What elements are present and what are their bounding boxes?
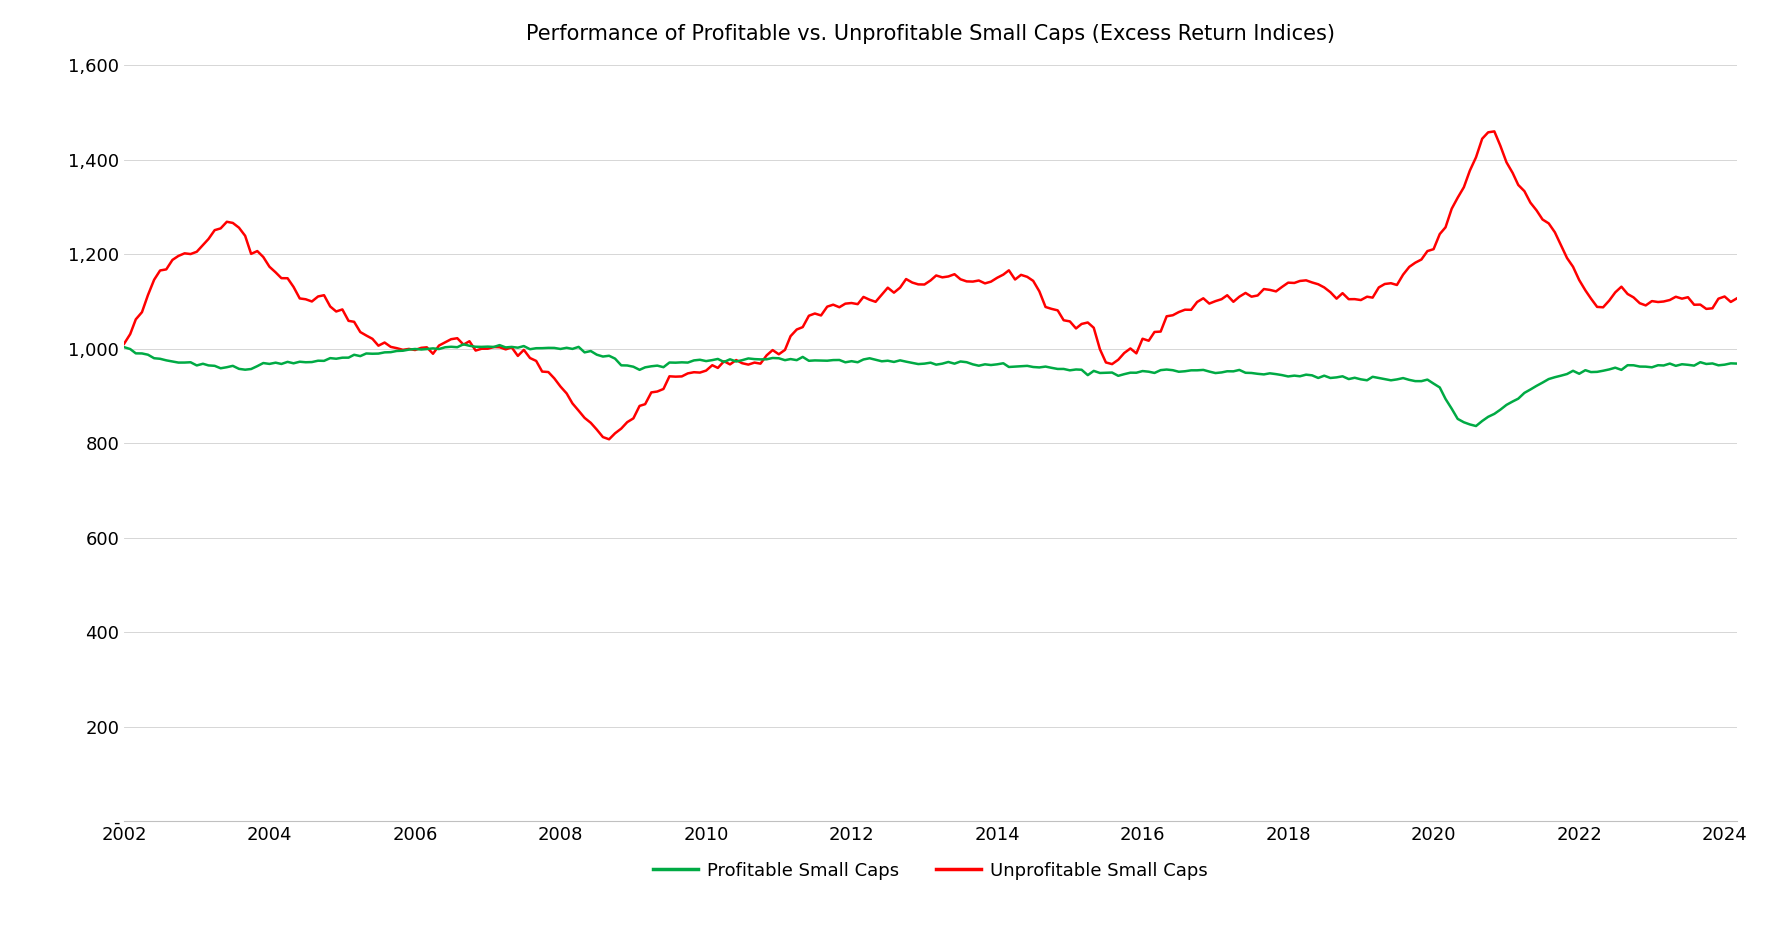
- Line: Unprofitable Small Caps: Unprofitable Small Caps: [124, 132, 1737, 439]
- Title: Performance of Profitable vs. Unprofitable Small Caps (Excess Return Indices): Performance of Profitable vs. Unprofitab…: [526, 24, 1334, 44]
- Legend: Profitable Small Caps, Unprofitable Small Caps: Profitable Small Caps, Unprofitable Smal…: [647, 855, 1214, 887]
- Line: Profitable Small Caps: Profitable Small Caps: [124, 344, 1737, 426]
